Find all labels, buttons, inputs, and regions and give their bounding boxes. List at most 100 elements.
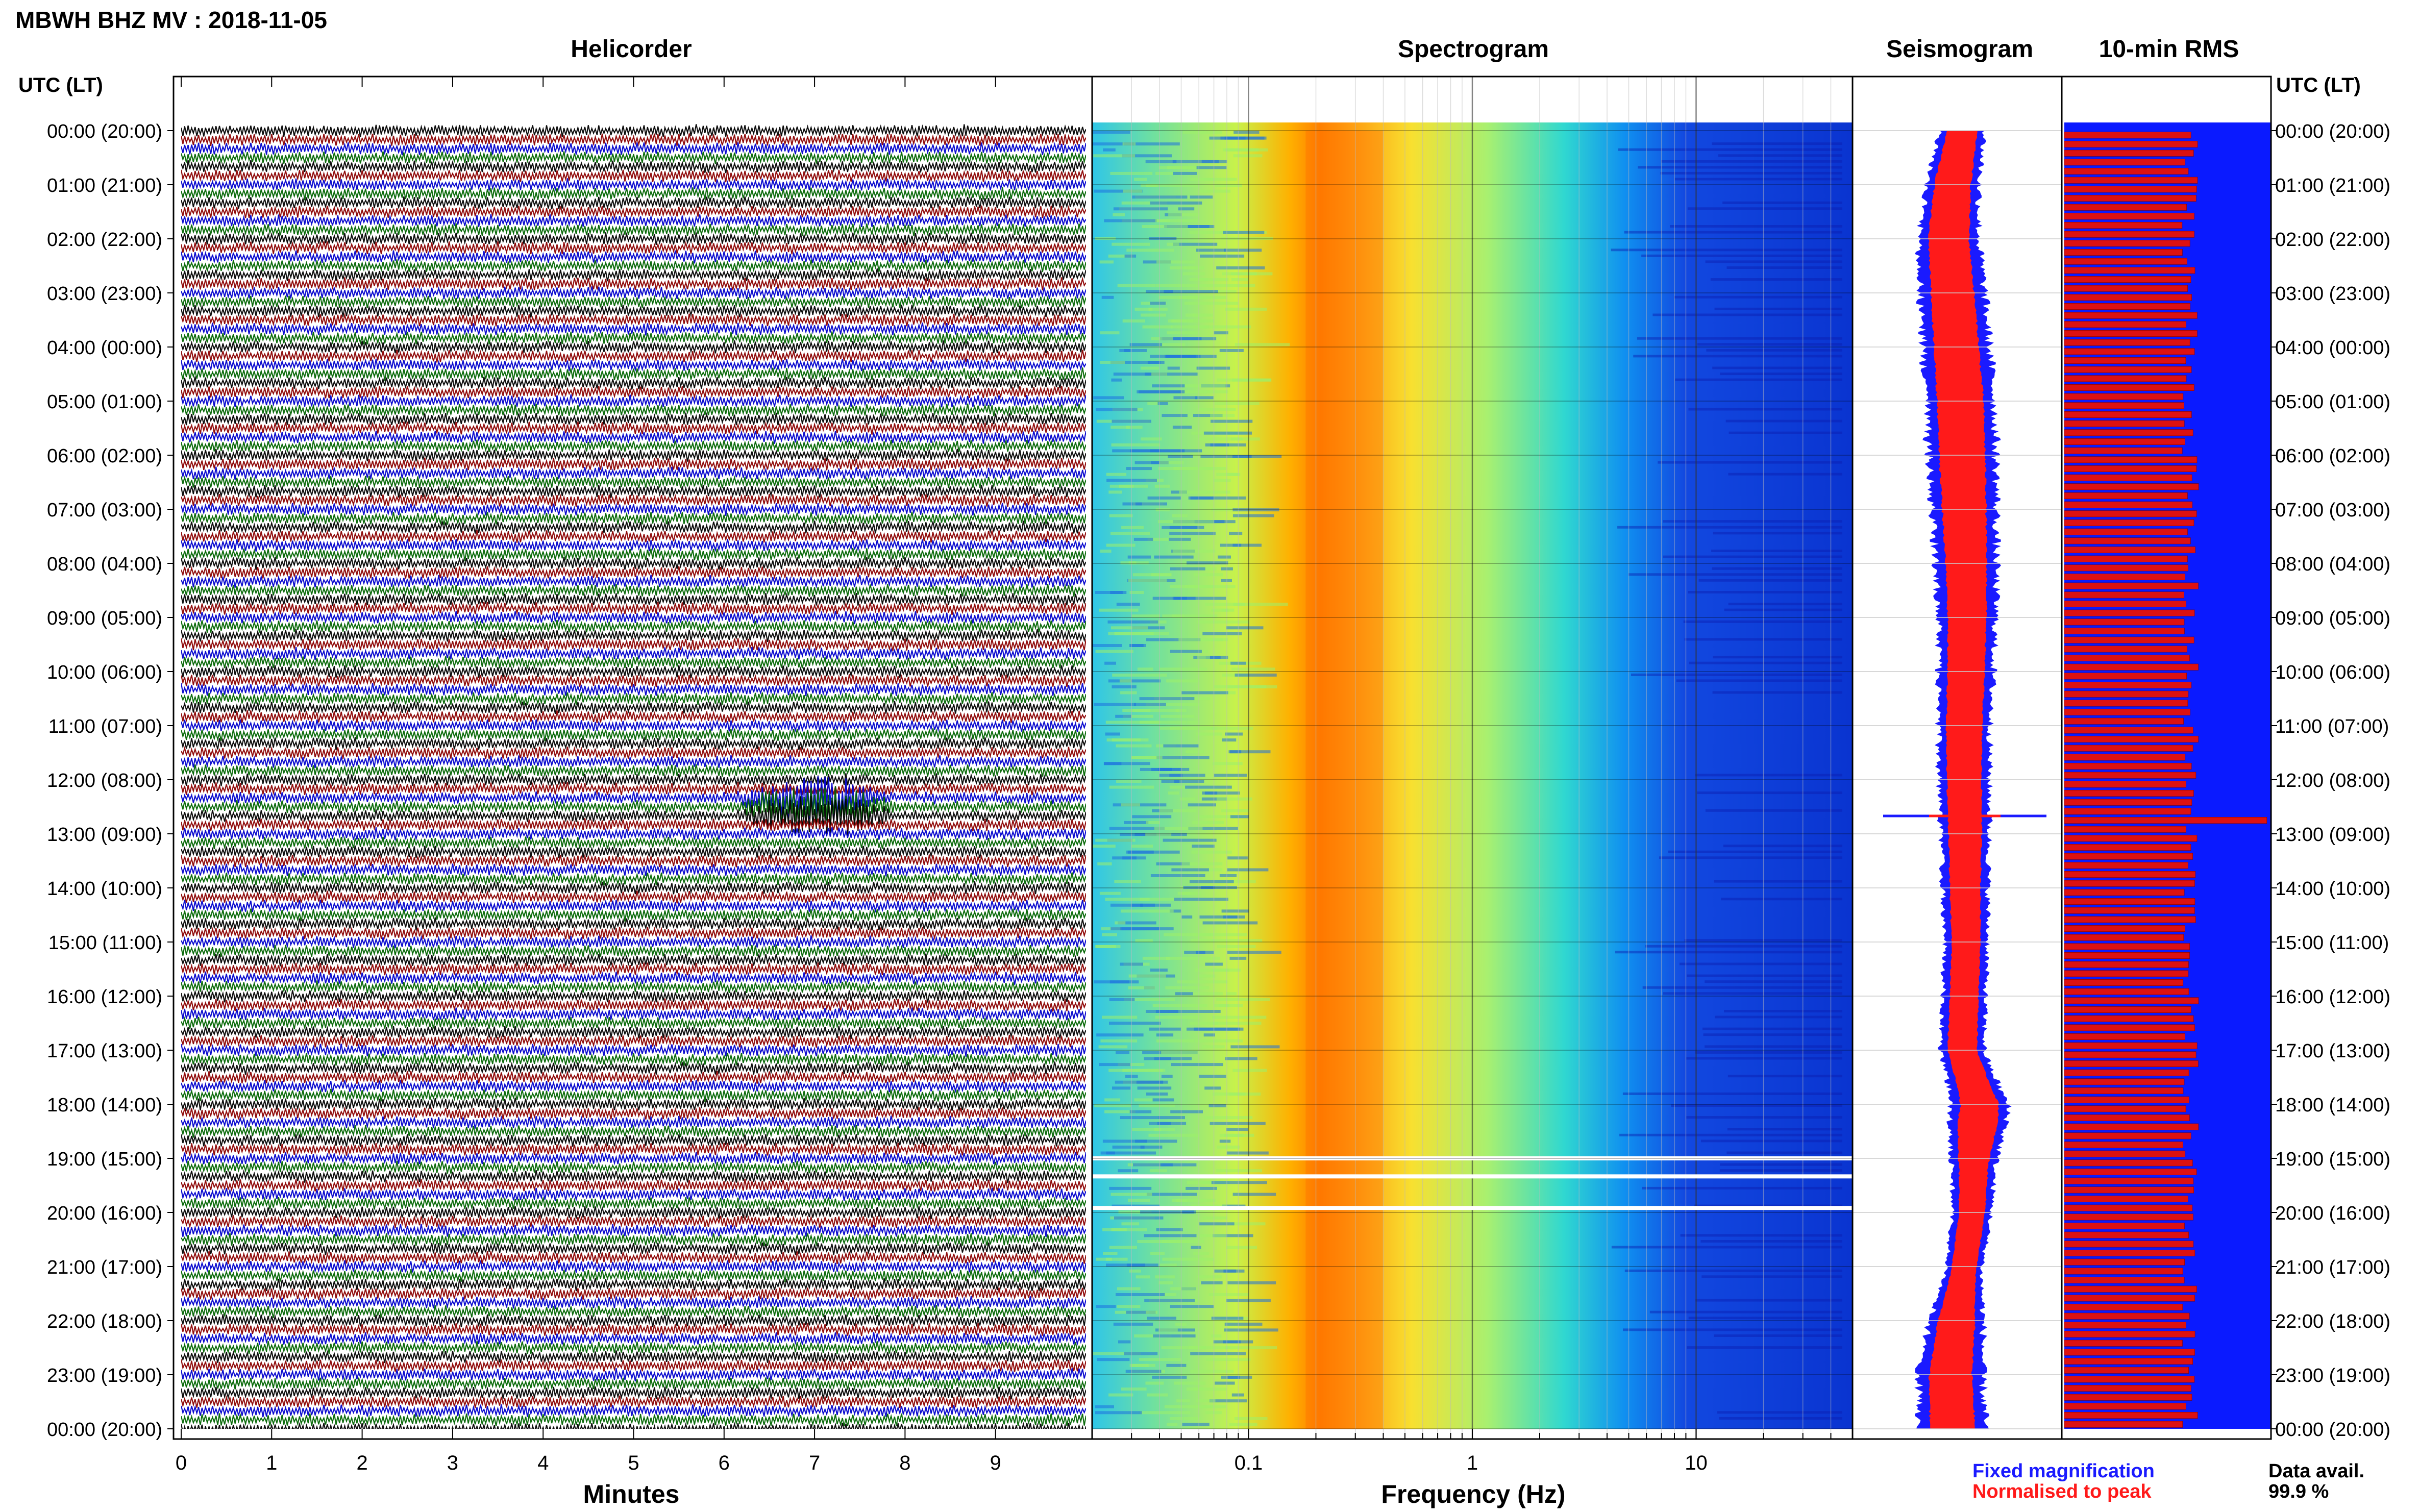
spectrogram-speckle [1131,614,1161,618]
spectrogram-speckle [1109,1186,1152,1190]
spectrogram-speckle [1209,1399,1247,1403]
rms-bar [2064,943,2190,950]
rms-bar [2064,1186,2194,1194]
spectrogram-speckle [1174,898,1228,901]
helicorder-trace [181,466,1086,481]
spectrogram-speckle [1118,1169,1139,1173]
spectrogram-speckle [1169,537,1191,541]
rms-bar [2064,186,2197,193]
rms-bar [2064,717,2184,725]
spectrogram-speckle [1232,1193,1276,1196]
minutes-tick-label: 0 [176,1452,187,1474]
spectrogram-streak [1637,337,1842,340]
spectrogram-streak [1641,254,1842,257]
spectrogram-speckle [1178,207,1195,211]
helicorder-trace [181,313,1086,327]
helicorder-trace [181,1025,1086,1039]
helicorder-trace [181,944,1086,958]
spectrogram-streak [1713,656,1842,659]
rms-bar [2064,808,2191,815]
rms-bar [2064,690,2189,698]
rms-bar [2064,420,2185,427]
spectrogram-speckle [1126,426,1143,429]
helicorder-trace [181,511,1086,526]
helicorder-trace [181,786,1086,826]
rms-bar [2064,1349,2195,1356]
spectrogram-streak [1623,1328,1842,1331]
spectrogram-speckle [1199,1186,1217,1190]
spectrogram-speckle [1174,780,1204,783]
spectrogram-speckle [1208,1104,1226,1107]
minutes-tick-label: 3 [447,1452,458,1474]
spectrogram-speckle [1113,373,1167,376]
spectrogram-speckle [1232,1069,1267,1072]
spectrogram-speckle [1127,555,1151,559]
spectrogram-speckle [1156,1228,1183,1231]
helicorder-trace [181,195,1086,210]
spectrogram-speckle [1191,1246,1201,1249]
spectrogram-speckle [1191,850,1232,854]
rms-bar [2064,925,2185,932]
spectrogram-speckle [1151,337,1173,340]
spectrogram-speckle [1151,767,1172,771]
helicorder-trace [181,1295,1086,1309]
spectrogram-speckle [1120,833,1157,836]
spectrogram-streak [1729,431,1842,434]
spectrogram-speckle [1112,449,1161,453]
spectrogram-speckle [1102,1139,1147,1143]
spectrogram-speckle [1158,1328,1178,1332]
helicorder-trace [181,277,1086,291]
spectrogram-speckle [1124,254,1137,258]
spectrogram-speckle [1099,891,1121,895]
spectrogram-speckle [1212,1022,1262,1025]
helicorder-trace [181,448,1086,462]
rms-bar [2064,916,2196,923]
legend-normalised-to-peak: Normalised to peak [1972,1481,2152,1502]
rms-bar [2064,1421,2183,1428]
time-label-left: 21:00 (17:00) [47,1257,162,1278]
time-label-right: 01:00 (21:00) [2275,175,2390,196]
helicorder-trace [181,1269,1086,1283]
time-label-right: 03:00 (23:00) [2275,283,2390,305]
spectrogram-speckle [1124,998,1175,1001]
spectrogram-speckle [1125,1370,1162,1373]
helicorder-trace [181,529,1086,543]
helicorder-trace [181,1350,1086,1364]
spectrogram-speckle [1211,608,1229,612]
spectrogram-streak [1728,603,1842,606]
spectrogram-speckle [1181,862,1223,865]
helicorder-trace [181,1007,1086,1022]
helicorder-trace [181,728,1086,742]
rms-bar [2064,618,2185,626]
spectrogram-speckle [1132,709,1179,712]
rms-bar [2064,519,2194,526]
helicorder-trace [181,475,1086,489]
spectrogram-speckle [1159,1263,1177,1267]
spectrogram-speckle [1110,591,1127,594]
helicorder-trace [181,1286,1086,1301]
spectrogram-speckle [1162,614,1218,618]
spectrogram-streak [1724,608,1842,611]
spectrogram-speckle [1167,1423,1178,1426]
spectrogram-speckle [1191,939,1215,943]
spectrogram-speckle [1182,1423,1210,1426]
helicorder-trace [181,1341,1086,1355]
rms-bar [2064,465,2197,472]
right-axis-title: UTC (LT) [2276,74,2361,96]
spectrogram-speckle [1227,1375,1240,1379]
spectrogram-streak [1728,473,1842,476]
spectrogram-speckle [1223,231,1265,234]
rms-bar [2064,709,2190,716]
spectrogram-speckle [1118,1210,1152,1214]
spectrogram-speckle [1161,1075,1173,1078]
time-label-right: 02:00 (22:00) [2275,229,2390,251]
rms-bar [2064,1213,2193,1221]
rms-bar [2064,1258,2185,1266]
spectrogram-speckle [1102,1015,1138,1019]
rms-bar [2064,700,2188,707]
spectrogram-speckle [1150,874,1205,877]
spectrogram-streak [1659,856,1842,859]
spectrogram-speckle [1184,1417,1201,1420]
spectrogram-speckle [1218,555,1231,559]
helicorder-trace [181,421,1086,435]
